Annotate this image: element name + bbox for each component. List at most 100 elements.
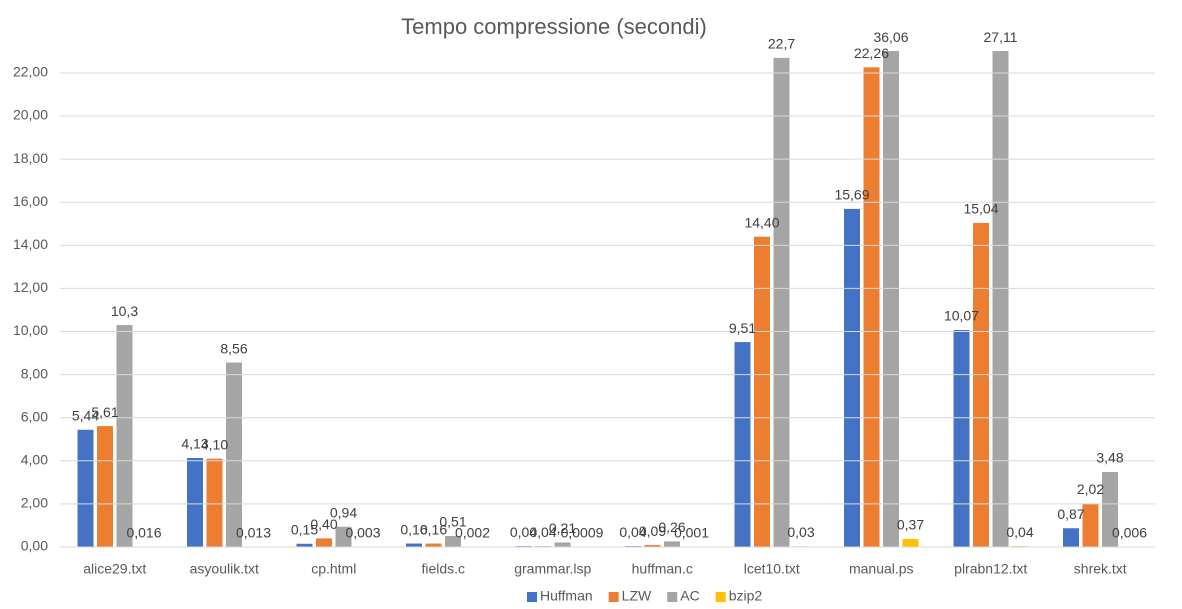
y-tick-label: 4,00 xyxy=(21,452,48,468)
y-tick-label: 16,00 xyxy=(13,193,48,209)
value-label: 10,07 xyxy=(944,308,979,324)
value-label: 27,11 xyxy=(984,29,1018,45)
value-label: 10,3 xyxy=(111,303,138,319)
legend-swatch xyxy=(608,592,619,602)
value-label: 4,13 xyxy=(181,436,208,452)
bar xyxy=(187,458,203,547)
value-label: 0,87 xyxy=(1057,506,1084,522)
value-label: 0,26 xyxy=(658,519,685,535)
x-tick-label: shrek.txt xyxy=(1074,561,1127,577)
y-tick-label: 14,00 xyxy=(13,236,48,252)
bar xyxy=(77,429,94,547)
value-label: 0,16 xyxy=(420,521,447,537)
bar xyxy=(773,57,790,547)
value-label: 15,69 xyxy=(834,187,869,203)
legend-label: bzip2 xyxy=(729,588,763,604)
plot-area xyxy=(77,51,1138,547)
value-label: 14,40 xyxy=(744,214,779,230)
y-tick-label: 20,00 xyxy=(13,107,48,123)
bar xyxy=(664,541,680,547)
value-label: 22,26 xyxy=(854,45,889,61)
value-label: 15,04 xyxy=(963,201,998,217)
bar xyxy=(206,458,223,547)
value-label: 5,44 xyxy=(72,407,99,423)
y-tick-label: 0,00 xyxy=(21,538,48,554)
value-label: 0,94 xyxy=(330,504,357,520)
value-label: 2,02 xyxy=(1077,481,1104,497)
bar xyxy=(226,362,242,547)
y-tick-label: 12,00 xyxy=(13,279,48,295)
value-label: 0,09 xyxy=(639,523,666,539)
x-tick-label: asyoulik.txt xyxy=(190,561,259,577)
x-tick-label: huffman.c xyxy=(632,561,693,577)
legend-swatch xyxy=(527,592,537,602)
value-label: 0,002 xyxy=(455,525,490,541)
bar xyxy=(1102,472,1118,547)
y-tick-label: 6,00 xyxy=(21,408,48,424)
value-label: 0,04 xyxy=(619,524,646,540)
value-label: 0,016 xyxy=(126,524,161,540)
bar xyxy=(116,325,133,547)
y-tick-label: 2,00 xyxy=(21,495,48,511)
value-label: 0,0009 xyxy=(561,525,604,541)
bar xyxy=(97,426,113,547)
legend-label: Huffman xyxy=(540,588,593,604)
value-label: 0,16 xyxy=(400,521,427,537)
x-tick-label: plrabn12.txt xyxy=(954,561,1027,577)
value-label: 9,51 xyxy=(729,320,756,336)
value-label: 22,7 xyxy=(768,36,795,52)
bar xyxy=(902,539,919,547)
bar xyxy=(863,67,880,547)
bar xyxy=(425,543,442,547)
bar xyxy=(883,51,899,547)
value-label: 36,06 xyxy=(873,29,908,45)
value-label: 0,21 xyxy=(549,520,576,536)
bar xyxy=(844,208,860,547)
bar xyxy=(754,236,770,547)
y-tick-label: 22,00 xyxy=(13,64,48,80)
bar xyxy=(335,526,352,547)
value-label: 0,37 xyxy=(897,517,924,533)
value-label: 0,51 xyxy=(439,514,466,530)
value-label: 0,013 xyxy=(236,524,271,540)
legend-swatch xyxy=(715,592,726,602)
bar xyxy=(973,222,989,547)
value-label: 0,04 xyxy=(529,524,556,540)
y-tick-label: 10,00 xyxy=(13,322,48,338)
y-tick-label: 8,00 xyxy=(21,365,48,381)
value-label: 0,001 xyxy=(674,525,709,541)
value-label: 4,10 xyxy=(201,436,228,452)
chart-title: Tempo compressione (secondi) xyxy=(401,14,707,39)
value-label: 8,56 xyxy=(220,340,247,356)
x-tick-label: lcet10.txt xyxy=(744,561,800,577)
legend-label: AC xyxy=(680,588,699,604)
x-tick-label: fields.c xyxy=(421,561,465,577)
value-label: 0,40 xyxy=(310,516,337,532)
value-label: 0,003 xyxy=(345,525,380,541)
bar xyxy=(1063,528,1079,547)
bar xyxy=(445,536,461,547)
bar xyxy=(554,542,571,547)
value-label: 0,15 xyxy=(291,521,318,537)
value-label: 0,006 xyxy=(1112,525,1147,541)
bar xyxy=(992,51,1009,547)
x-tick-label: cp.html xyxy=(311,561,356,577)
x-tick-label: grammar.lsp xyxy=(514,561,591,577)
value-label: 0,04 xyxy=(510,524,537,540)
bar xyxy=(296,543,313,547)
legend-label: LZW xyxy=(622,588,652,604)
y-tick-label: 18,00 xyxy=(13,150,48,166)
value-label: 0,03 xyxy=(787,524,814,540)
bar xyxy=(953,330,970,547)
bar xyxy=(644,545,661,547)
value-label: 3,48 xyxy=(1096,450,1123,466)
bar xyxy=(1082,503,1099,547)
bar xyxy=(734,342,751,547)
legend-swatch xyxy=(667,592,678,602)
value-label: 0,04 xyxy=(1006,524,1033,540)
bar xyxy=(316,538,332,547)
x-tick-label: manual.ps xyxy=(849,561,914,577)
bar xyxy=(406,543,422,547)
x-tick-label: alice29.txt xyxy=(83,561,146,577)
